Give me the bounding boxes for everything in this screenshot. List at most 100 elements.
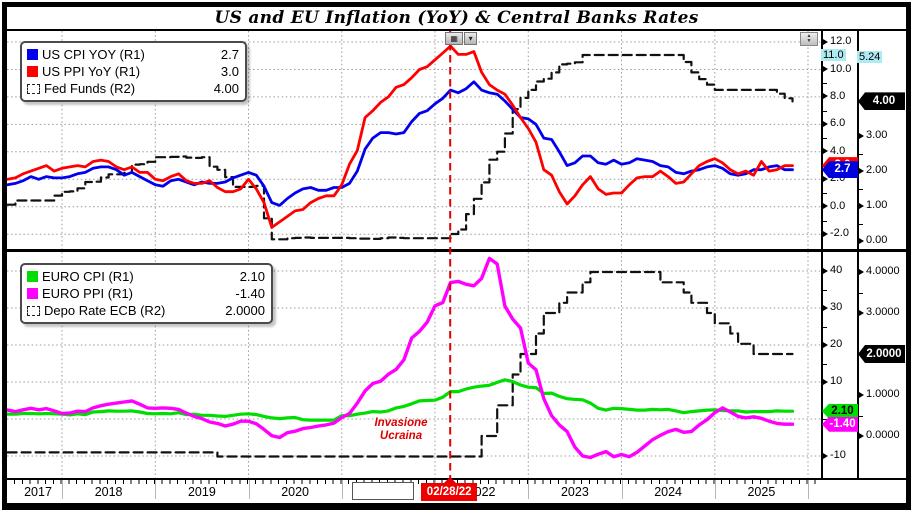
- legend-item[interactable]: EURO PPI (R1) -1.40: [27, 285, 265, 302]
- axis-tick-icon: [823, 304, 828, 311]
- last-value-badge: 2.10: [822, 403, 858, 419]
- axis-tick-label: 20: [830, 338, 843, 350]
- axis-tick-icon: [823, 175, 828, 182]
- legend-label: US CPI YOY (R1): [42, 47, 145, 62]
- axis-scroll-spinner[interactable]: ▲ ▼: [800, 32, 818, 46]
- axis-tick-label: 0.00: [866, 234, 888, 246]
- axis-tick-icon: [823, 93, 828, 100]
- axis-tick-icon: [859, 167, 864, 174]
- axis-tick-label: -2.0: [830, 227, 849, 240]
- event-flag-widget: ▦ ▾: [445, 32, 478, 45]
- last-value-badge: 4.00: [858, 92, 905, 111]
- axis-minor-tick: [823, 326, 827, 328]
- x-axis-year-label: 2025: [747, 485, 776, 499]
- event-flag-button[interactable]: ▦: [445, 32, 464, 45]
- axis-tick-label: 1.0000: [866, 388, 900, 400]
- panel-eu-inflation[interactable]: [7, 252, 823, 478]
- axis-minor-tick: [823, 138, 827, 140]
- legend-value: 2.0000: [225, 303, 265, 318]
- panel-divider: [7, 249, 906, 252]
- x-axis-year-separator: [528, 480, 530, 499]
- axis-tick-label: 1.00: [866, 199, 888, 212]
- axis-tick-icon: [859, 132, 864, 139]
- x-axis-year-separator: [248, 480, 250, 499]
- axis-tick-label: 3.0000: [866, 306, 900, 318]
- legend-item[interactable]: Depo Rate ECB (R2) 2.0000: [27, 302, 265, 319]
- chart-title-bar: US and EU Inflation (YoY) & Central Bank…: [7, 7, 906, 31]
- axis-minor-tick: [823, 83, 827, 85]
- legend-swatch-dashed: [27, 305, 40, 316]
- event-annotation-line1: Invasione: [374, 417, 428, 429]
- axis-tick-label: 0.0: [830, 199, 846, 212]
- axis-tick-label: 10: [830, 375, 843, 387]
- chart-stage: US and EU Inflation (YoY) & Central Bank…: [7, 7, 906, 503]
- axis-tick-icon: [823, 230, 828, 237]
- axis-tick-label: 30: [830, 301, 843, 313]
- axis-tick-label: 4.0000: [866, 265, 900, 277]
- legend-swatch: [27, 288, 38, 299]
- legend-swatch: [27, 49, 38, 60]
- us-plot-canvas: [7, 31, 821, 249]
- legend-value: -1.40: [235, 286, 265, 301]
- axis-tick-icon: [823, 66, 828, 72]
- x-axis-year-label: 2020: [281, 485, 309, 499]
- legend-value: 2.7: [220, 47, 239, 62]
- axis-minor-tick: [823, 110, 827, 112]
- date-range-box[interactable]: [352, 482, 414, 500]
- axis-tick-icon: [823, 267, 828, 274]
- event-date-marker-icon: [443, 477, 458, 484]
- x-axis-year-label: 2018: [94, 485, 123, 499]
- axis-minor-tick: [859, 223, 863, 225]
- x-axis-year-label: 2023: [560, 485, 589, 499]
- chart-title: US and EU Inflation (YoY) & Central Bank…: [214, 8, 699, 28]
- axis-high-value: 5.24: [857, 51, 883, 64]
- axis-tick-label: 10.0: [830, 62, 852, 75]
- axis-tick-label: 8.0: [830, 89, 846, 102]
- axis-minor-tick: [823, 220, 827, 222]
- axis-tick-icon: [859, 237, 864, 244]
- x-axis-year-separator: [621, 480, 623, 499]
- axis-tick-label: 12.0: [830, 35, 852, 47]
- legend-item[interactable]: EURO CPI (R1) 2.10: [27, 268, 265, 285]
- legend-swatch: [27, 66, 38, 77]
- legend-label: EURO CPI (R1): [42, 269, 134, 284]
- legend-label: Depo Rate ECB (R2): [44, 303, 166, 318]
- axis-tick-label: -10: [830, 449, 846, 461]
- x-axis-year-label: 2019: [187, 485, 216, 499]
- legend-value: 4.00: [213, 81, 239, 96]
- panel-us-inflation[interactable]: [7, 31, 823, 249]
- legend-swatch-dashed: [27, 83, 40, 94]
- x-axis-year-separator: [714, 480, 716, 499]
- event-options-button[interactable]: ▾: [464, 32, 478, 45]
- axis-tick-icon: [823, 203, 828, 210]
- axis-minor-tick: [823, 419, 827, 420]
- last-value-badge: 2.7: [822, 161, 858, 179]
- x-axis-minor-ticks: [14, 480, 821, 484]
- axis-tick-icon: [823, 452, 828, 459]
- last-value-badge: -1.40: [822, 416, 858, 432]
- legend-label: Fed Funds (R2): [44, 81, 136, 96]
- legend-item[interactable]: US PPI YoY (R1) 3.0: [27, 63, 239, 80]
- legend-item[interactable]: US CPI YOY (R1) 2.7: [27, 46, 239, 63]
- axis-minor-tick: [823, 289, 827, 291]
- up-arrow-icon: ▲: [806, 33, 812, 39]
- axis-tick-label: 3.00: [866, 129, 888, 142]
- legend-label: US PPI YoY (R1): [42, 64, 141, 79]
- axis-tick-icon: [823, 120, 828, 127]
- axis-minor-tick: [859, 292, 863, 294]
- event-date-badge[interactable]: 02/28/22: [421, 483, 478, 501]
- x-axis-year-label: 2017: [24, 485, 52, 499]
- event-annotation: Invasione Ucraina: [359, 417, 443, 443]
- legend-item[interactable]: Fed Funds (R2) 4.00: [27, 80, 239, 97]
- legend-us: US CPI YOY (R1) 2.7 US PPI YoY (R1) 3.0 Fed …: [20, 41, 247, 102]
- mini-chart-icon: ▦: [450, 34, 458, 43]
- axis-tick-icon: [859, 202, 864, 209]
- x-axis-year-separator: [62, 480, 63, 499]
- event-annotation-line2: Ucraina: [379, 430, 423, 442]
- axis-tick-label: 2.00: [866, 164, 888, 177]
- axis-tick-icon: [859, 432, 864, 439]
- axis-tick-label: 4.0: [830, 144, 846, 157]
- x-axis-year-label: 2024: [654, 485, 682, 499]
